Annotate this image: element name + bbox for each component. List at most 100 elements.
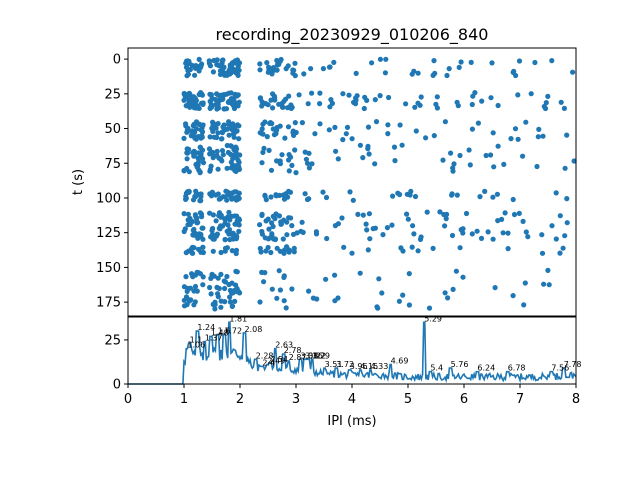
peak-label: 5.4 [430, 364, 443, 373]
raster-point [182, 94, 189, 100]
raster-point [228, 68, 234, 74]
raster-point [268, 249, 274, 256]
raster-y-tick-label: 50 [104, 122, 121, 137]
raster-point [564, 132, 570, 138]
raster-point [215, 130, 221, 136]
raster-point [540, 133, 546, 139]
raster-point [183, 121, 189, 127]
raster-point [450, 168, 456, 174]
raster-point [364, 227, 370, 233]
raster-point [434, 105, 440, 111]
raster-point [186, 297, 192, 303]
raster-point [207, 166, 213, 173]
raster-point [196, 56, 202, 63]
raster-point [490, 236, 496, 242]
raster-point [284, 219, 290, 225]
raster-point [303, 156, 309, 162]
raster-point [448, 150, 454, 156]
raster-point [282, 135, 288, 141]
raster-point [193, 126, 199, 132]
peak-label: 3.22 [308, 351, 326, 360]
raster-point [400, 248, 406, 254]
raster-point [515, 92, 521, 98]
raster-point [373, 119, 380, 125]
raster-point [291, 245, 297, 251]
raster-point [413, 128, 419, 134]
raster-point [193, 192, 199, 198]
raster-point [312, 131, 318, 137]
raster-point [190, 250, 196, 256]
raster-point [444, 72, 450, 79]
raster-point [366, 151, 372, 157]
raster-point [234, 269, 240, 275]
histogram-x-ticks: 0 1 2 3 4 5 6 7 8 [124, 384, 580, 407]
raster-point [513, 72, 519, 79]
raster-point [197, 144, 203, 150]
raster-point [196, 231, 202, 237]
raster-point [229, 280, 235, 286]
raster-point [274, 67, 280, 73]
peak-label: 3.16 [305, 351, 323, 360]
histogram-x-tick-label: 8 [572, 392, 580, 407]
raster-point [257, 67, 263, 73]
raster-point [289, 162, 295, 168]
raster-point [346, 92, 352, 98]
histogram-peak-labels: 1.061.11.241.371.481.61.721.812.082.282.… [187, 314, 581, 372]
raster-point [270, 213, 276, 219]
raster-point [199, 214, 205, 220]
raster-point [564, 196, 570, 202]
raster-point [535, 134, 541, 140]
raster-point [490, 194, 496, 200]
raster-point [288, 215, 294, 221]
raster-point [198, 194, 204, 200]
raster-point [222, 216, 228, 222]
raster-point [264, 60, 270, 66]
raster-point [282, 247, 288, 253]
raster-point [279, 152, 285, 158]
raster-point [217, 195, 224, 202]
peak-label: 4.15 [360, 362, 378, 371]
raster-point [236, 217, 242, 223]
raster-point [466, 147, 472, 153]
raster-point [522, 280, 528, 286]
histogram-x-tick-label: 3 [292, 392, 300, 407]
raster-point [460, 226, 466, 232]
raster-point [553, 190, 559, 196]
histogram-x-tick-label: 4 [348, 392, 356, 407]
raster-point [397, 191, 403, 198]
raster-point [343, 131, 349, 137]
raster-point [391, 144, 398, 150]
raster-point [431, 58, 437, 64]
raster-point [366, 211, 372, 217]
raster-point [233, 67, 239, 73]
peak-label: 7.78 [564, 360, 582, 369]
raster-point [440, 157, 446, 163]
raster-point [344, 124, 351, 130]
raster-point [353, 97, 359, 103]
raster-point [545, 93, 551, 99]
raster-point [515, 136, 521, 142]
raster-point [549, 223, 555, 229]
raster-point [214, 148, 220, 154]
raster-point [349, 136, 355, 142]
raster-point [262, 270, 268, 276]
raster-point [367, 236, 373, 242]
raster-point [269, 220, 275, 226]
raster-point [392, 158, 398, 164]
raster-point [206, 58, 212, 64]
peak-label: 3.29 [312, 351, 330, 360]
peak-label: 5.29 [424, 314, 442, 323]
peak-label: 1.48 [211, 328, 229, 337]
raster-point [218, 304, 224, 310]
raster-point [543, 100, 549, 106]
peak-label: 6.78 [508, 364, 526, 373]
raster-point [304, 196, 311, 203]
raster-point [468, 59, 474, 65]
raster-y-label: t (s) [71, 169, 86, 195]
raster-point [214, 106, 220, 112]
raster-point [276, 268, 282, 274]
raster-point [317, 101, 323, 107]
raster-point [302, 191, 308, 197]
raster-point [229, 303, 236, 309]
